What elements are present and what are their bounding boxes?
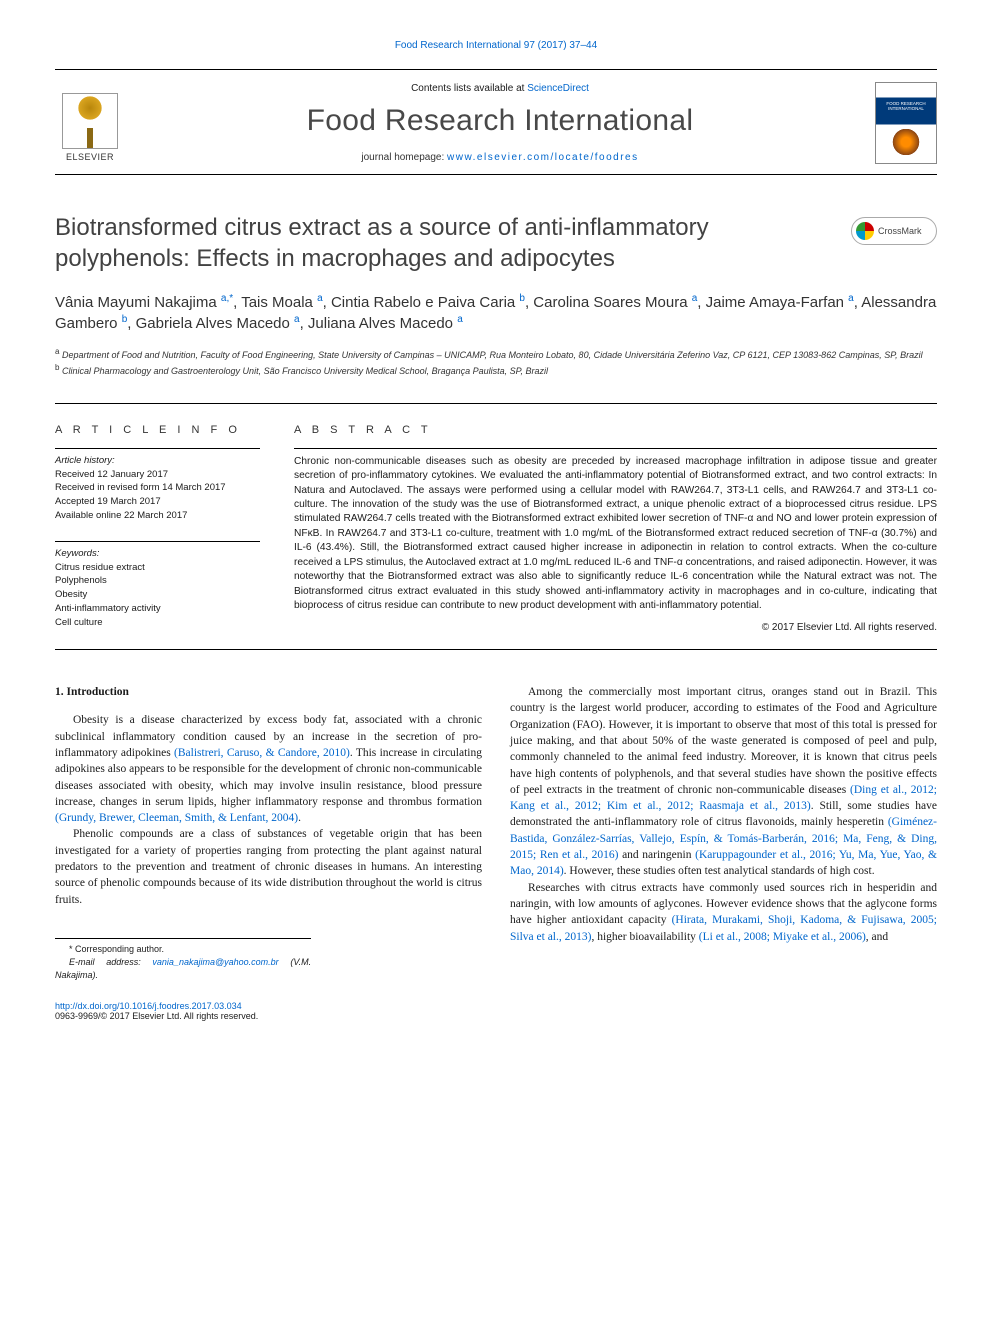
body-paragraph: Phenolic compounds are a class of substa… [55, 826, 482, 908]
corresponding-label: * Corresponding author. [55, 943, 311, 956]
keyword: Anti-inflammatory activity [55, 602, 260, 616]
history-revised: Received in revised form 14 March 2017 [55, 481, 260, 495]
body-paragraph: Researches with citrus extracts have com… [510, 880, 937, 945]
history-accepted: Accepted 19 March 2017 [55, 495, 260, 509]
corresponding-email-link[interactable]: vania_nakajima@yahoo.com.br [152, 957, 278, 967]
crossmark-label: CrossMark [878, 226, 922, 236]
author-list: Vânia Mayumi Nakajima a,*, Tais Moala a,… [55, 292, 937, 334]
elsevier-text: ELSEVIER [66, 152, 114, 162]
keyword: Polyphenols [55, 574, 260, 588]
body-paragraph: Obesity is a disease characterized by ex… [55, 712, 482, 826]
issn-copyright: 0963-9969/© 2017 Elsevier Ltd. All right… [55, 1011, 937, 1021]
article-title: Biotransformed citrus extract as a sourc… [55, 213, 833, 274]
article-info-heading: A R T I C L E I N F O [55, 424, 260, 436]
keyword: Obesity [55, 588, 260, 602]
abstract-copyright: © 2017 Elsevier Ltd. All rights reserved… [294, 622, 937, 633]
body-paragraph: Among the commercially most important ci… [510, 684, 937, 880]
journal-header: ELSEVIER Contents lists available at Sci… [55, 69, 937, 175]
abstract-text: Chronic non-communicable diseases such a… [294, 448, 937, 614]
abstract-column: A B S T R A C T Chronic non-communicable… [294, 424, 937, 633]
corresponding-author-block: * Corresponding author. E-mail address: … [55, 938, 311, 981]
contents-line: Contents lists available at ScienceDirec… [125, 83, 875, 94]
homepage-line: journal homepage: www.elsevier.com/locat… [125, 152, 875, 163]
contents-prefix: Contents lists available at [411, 83, 527, 94]
abstract-heading: A B S T R A C T [294, 424, 937, 436]
top-citation: Food Research International 97 (2017) 37… [55, 40, 937, 51]
doi-link[interactable]: http://dx.doi.org/10.1016/j.foodres.2017… [55, 1001, 242, 1011]
affiliation-a: a Department of Food and Nutrition, Facu… [55, 346, 937, 362]
keyword: Cell culture [55, 616, 260, 630]
elsevier-tree-icon [62, 93, 118, 149]
keywords-label: Keywords: [55, 548, 260, 559]
sciencedirect-link[interactable]: ScienceDirect [527, 83, 589, 94]
history-online: Available online 22 March 2017 [55, 509, 260, 523]
elsevier-logo: ELSEVIER [55, 84, 125, 162]
history-received: Received 12 January 2017 [55, 468, 260, 482]
history-label: Article history: [55, 455, 260, 466]
article-info-column: A R T I C L E I N F O Article history: R… [55, 424, 260, 633]
crossmark-badge[interactable]: CrossMark [851, 217, 937, 245]
body-column-left: 1. Introduction Obesity is a disease cha… [55, 684, 482, 982]
homepage-link[interactable]: www.elsevier.com/locate/foodres [447, 152, 639, 163]
affiliations: a Department of Food and Nutrition, Facu… [55, 346, 937, 378]
keywords-block: Keywords: Citrus residue extract Polyphe… [55, 541, 260, 630]
journal-cover-thumbnail [875, 82, 937, 164]
email-label: E-mail address: [69, 957, 141, 967]
corresponding-email-line: E-mail address: vania_nakajima@yahoo.com… [55, 956, 311, 982]
keyword: Citrus residue extract [55, 561, 260, 575]
affiliation-b: b Clinical Pharmacology and Gastroentero… [55, 362, 937, 378]
crossmark-icon [856, 222, 874, 240]
body-column-right: Among the commercially most important ci… [510, 684, 937, 982]
article-history-block: Article history: Received 12 January 201… [55, 448, 260, 523]
journal-name: Food Research International [125, 104, 875, 138]
body-columns: 1. Introduction Obesity is a disease cha… [55, 684, 937, 982]
homepage-prefix: journal homepage: [361, 152, 447, 163]
page-footer: http://dx.doi.org/10.1016/j.foodres.2017… [55, 1001, 937, 1021]
intro-heading: 1. Introduction [55, 684, 482, 700]
section-divider [55, 649, 937, 650]
